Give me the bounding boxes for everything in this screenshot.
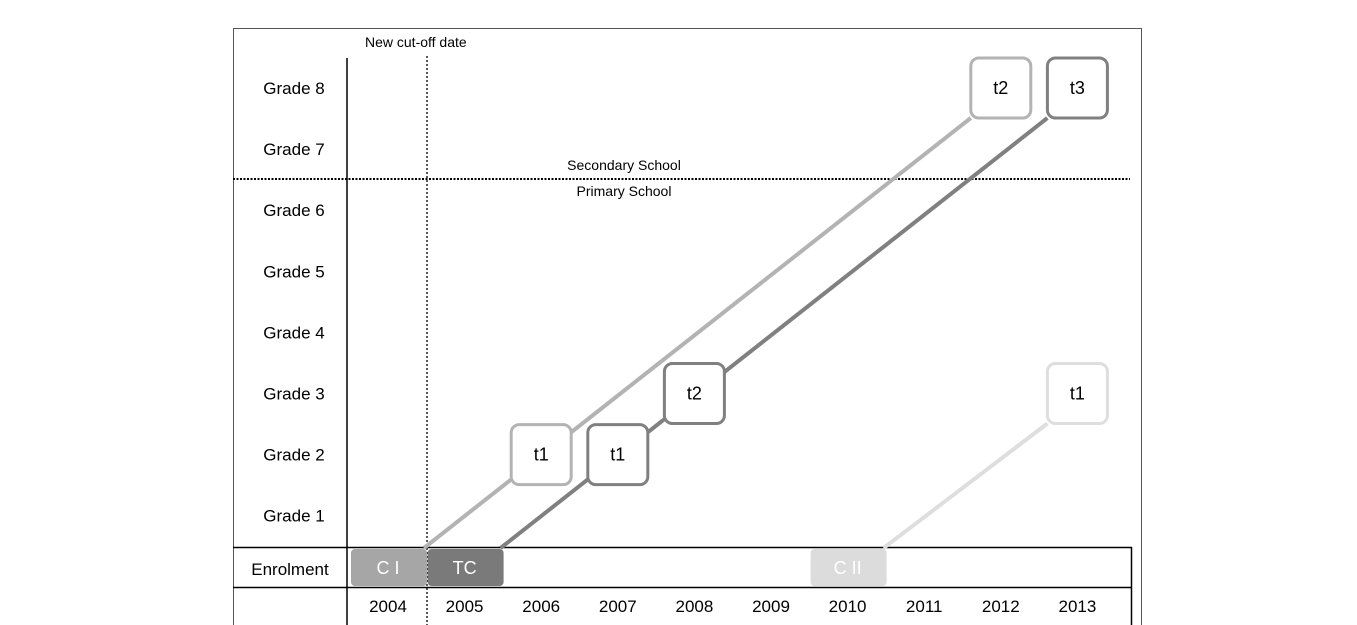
diagram-frame (233, 28, 1142, 625)
year-label: 2006 (522, 597, 560, 616)
test-box-tc (586, 423, 650, 487)
test-box-tc (1045, 56, 1109, 120)
test-box-tc (662, 362, 726, 425)
test-box-cii (1045, 362, 1109, 425)
year-label: 2007 (599, 597, 637, 616)
cohort-line-ci (422, 116, 973, 550)
year-label: 2004 (369, 597, 407, 616)
test-box-label: t1 (610, 445, 625, 465)
test-box-ci (509, 423, 573, 487)
year-label: 2010 (829, 597, 867, 616)
test-box-label: t2 (687, 384, 702, 404)
year-labels: 2004 2005 2006 2007 2008 2009 2010 2011 2012 2013 (369, 597, 1096, 616)
test-box-label: t1 (534, 445, 549, 465)
cohort-line-cii (882, 421, 1049, 550)
enrolment-box-label: C I (376, 558, 399, 578)
grade-label: Grade 8 (263, 79, 324, 98)
enrolment-box-label: C II (834, 558, 862, 578)
grade-label: Grade 7 (263, 140, 324, 159)
grade-label: Grade 1 (263, 507, 324, 526)
grade-labels: Grade 8 Grade 7 Grade 6 Grade 5 Grade 4 Grade… (263, 79, 324, 526)
test-box-label: t1 (1070, 384, 1085, 404)
primary-school-label: Primary School (577, 183, 672, 199)
enrolment-box-label: TC (453, 558, 477, 578)
enrolment-boxes: C I TC C II (351, 549, 887, 586)
test-box-label: t3 (1070, 78, 1085, 98)
grade-label: Grade 4 (263, 323, 324, 342)
grade-label: Grade 5 (263, 262, 324, 281)
secondary-school-label: Secondary School (567, 157, 681, 173)
enrolment-label: Enrolment (251, 560, 329, 579)
test-boxes: t1 t2 t1 t2 t3 t1 (509, 56, 1109, 487)
enrolment-box-cii (810, 549, 887, 586)
test-box-label: t2 (993, 78, 1008, 98)
test-box-ci (969, 56, 1033, 120)
year-label: 2005 (446, 597, 484, 616)
year-label: 2013 (1058, 597, 1096, 616)
year-label: 2008 (675, 597, 713, 616)
enrolment-box-tc (427, 549, 504, 586)
grade-label: Grade 3 (263, 385, 324, 404)
grade-label: Grade 2 (263, 446, 324, 465)
cutoff-label: New cut-off date (365, 34, 467, 50)
enrolment-box-ci (351, 549, 427, 586)
year-label: 2012 (982, 597, 1020, 616)
year-label: 2009 (752, 597, 790, 616)
grade-label: Grade 6 (263, 201, 324, 220)
year-label: 2011 (906, 597, 943, 616)
